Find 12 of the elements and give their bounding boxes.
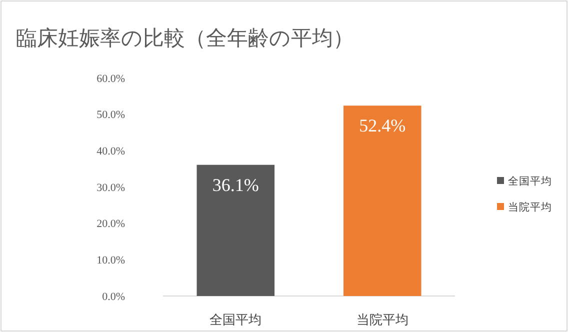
y-tick-label: 0.0%	[102, 290, 125, 303]
legend-label: 当院平均	[508, 200, 552, 214]
y-tick-label: 30.0%	[96, 182, 125, 194]
y-tick-label: 60.0%	[96, 72, 125, 85]
y-tick-label: 10.0%	[96, 254, 125, 267]
y-tick-label: 40.0%	[96, 146, 125, 158]
chart-title: 臨床妊娠率の比較（全年齢の平均）	[16, 26, 354, 50]
data-label: 36.1%	[212, 174, 259, 195]
y-tick-label: 20.0%	[96, 218, 125, 230]
data-label: 52.4%	[359, 116, 406, 136]
legend-label: 全国平均	[508, 176, 552, 188]
y-tick-label: 50.0%	[96, 109, 125, 122]
